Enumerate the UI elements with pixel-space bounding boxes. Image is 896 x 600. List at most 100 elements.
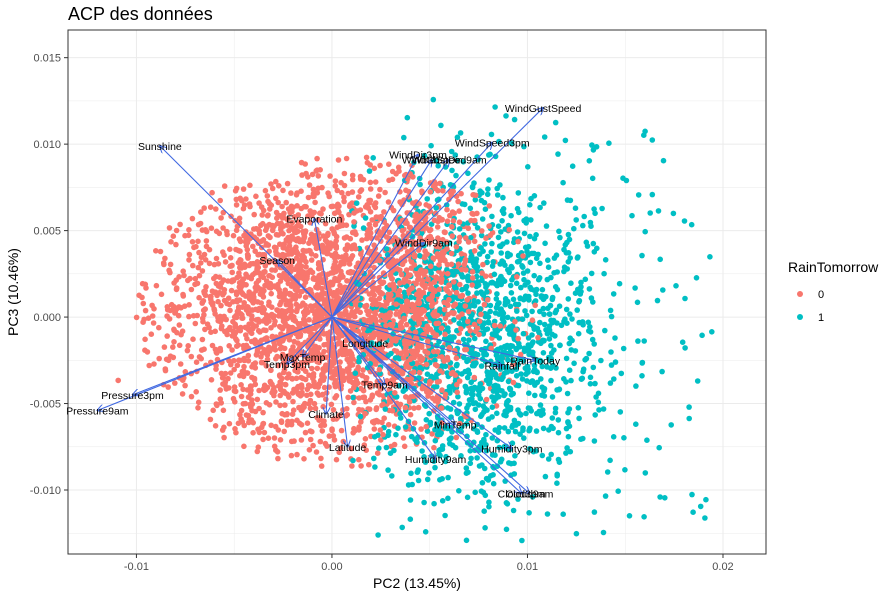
score-point-0	[288, 452, 295, 459]
score-point-0	[486, 223, 492, 229]
score-point-1	[463, 388, 470, 394]
loading-arrow-windgustspeed	[331, 108, 543, 318]
score-point-0	[402, 347, 409, 354]
score-point-0	[497, 323, 503, 329]
score-point-1	[535, 276, 542, 283]
score-point-0	[252, 360, 259, 366]
score-point-0	[288, 438, 295, 445]
score-point-0	[303, 170, 309, 177]
score-point-0	[220, 249, 226, 255]
score-point-1	[586, 350, 592, 357]
score-point-1	[454, 134, 461, 141]
score-point-1	[531, 287, 537, 294]
score-point-0	[478, 311, 484, 318]
score-point-0	[387, 271, 394, 278]
score-point-0	[151, 361, 157, 367]
score-point-0	[263, 223, 270, 229]
score-point-0	[171, 280, 177, 286]
score-point-0	[371, 165, 378, 172]
score-point-0	[310, 193, 316, 200]
score-point-1	[662, 495, 668, 501]
score-point-0	[346, 211, 352, 218]
score-point-1	[386, 286, 393, 293]
score-point-1	[499, 218, 505, 224]
legend-key-0	[797, 291, 803, 297]
score-point-0	[389, 322, 395, 329]
score-point-0	[251, 211, 257, 218]
score-point-1	[556, 459, 563, 466]
score-point-0	[211, 261, 218, 268]
score-point-0	[328, 341, 335, 347]
loading-arrow-pressure9am	[97, 316, 333, 410]
score-point-0	[481, 301, 488, 308]
score-point-0	[403, 363, 410, 370]
score-point-1	[610, 291, 617, 297]
score-point-1	[707, 253, 713, 260]
score-point-1	[551, 347, 557, 353]
loading-label-rainfall: Rainfall	[485, 360, 520, 372]
score-point-0	[379, 303, 386, 309]
score-point-0	[273, 178, 279, 185]
score-point-0	[515, 335, 521, 342]
score-point-0	[294, 451, 300, 458]
score-point-1	[486, 503, 492, 510]
score-point-0	[336, 412, 343, 419]
score-point-0	[277, 402, 283, 409]
score-point-0	[290, 398, 296, 405]
score-point-0	[153, 248, 159, 254]
score-point-0	[256, 200, 262, 206]
score-point-0	[258, 286, 264, 293]
score-point-0	[341, 170, 348, 177]
score-point-0	[234, 362, 241, 369]
score-point-0	[256, 270, 262, 276]
score-point-0	[269, 222, 276, 229]
score-point-1	[393, 431, 399, 438]
score-point-1	[568, 280, 574, 287]
score-point-1	[618, 370, 625, 377]
score-point-0	[249, 364, 255, 370]
score-point-0	[188, 286, 195, 293]
score-point-1	[515, 420, 522, 427]
score-point-0	[355, 328, 362, 335]
score-point-0	[453, 244, 460, 250]
score-point-0	[271, 443, 278, 450]
score-point-1	[515, 301, 522, 308]
score-point-0	[161, 344, 168, 350]
score-point-1	[526, 293, 532, 300]
score-point-1	[509, 343, 516, 349]
score-point-1	[634, 299, 641, 306]
score-point-0	[358, 463, 364, 469]
score-point-1	[428, 373, 435, 380]
score-point-0	[337, 359, 343, 365]
score-point-0	[143, 285, 149, 291]
score-point-0	[374, 235, 380, 241]
score-point-1	[478, 363, 485, 369]
score-point-0	[220, 209, 227, 216]
score-point-0	[406, 399, 413, 405]
score-point-0	[436, 262, 442, 268]
loading-arrow-cloud9am	[331, 316, 529, 493]
score-point-1	[474, 455, 480, 461]
loading-arrow-rainfall	[331, 316, 502, 365]
score-point-0	[304, 270, 311, 277]
score-point-1	[407, 516, 414, 522]
score-point-1	[417, 181, 423, 188]
score-point-0	[221, 183, 228, 189]
score-point-0	[240, 276, 247, 282]
score-point-1	[545, 264, 552, 271]
score-point-0	[338, 368, 345, 374]
score-point-1	[549, 294, 556, 301]
score-point-0	[396, 367, 403, 374]
score-point-0	[253, 280, 260, 287]
score-point-0	[301, 456, 307, 462]
score-point-0	[354, 380, 361, 387]
score-point-0	[291, 338, 298, 345]
score-point-1	[428, 142, 434, 149]
score-point-0	[469, 275, 476, 281]
score-point-0	[287, 290, 294, 297]
score-point-1	[510, 507, 517, 514]
score-point-1	[496, 444, 503, 451]
score-point-0	[411, 253, 418, 260]
score-point-0	[419, 307, 425, 313]
score-point-1	[423, 417, 430, 423]
